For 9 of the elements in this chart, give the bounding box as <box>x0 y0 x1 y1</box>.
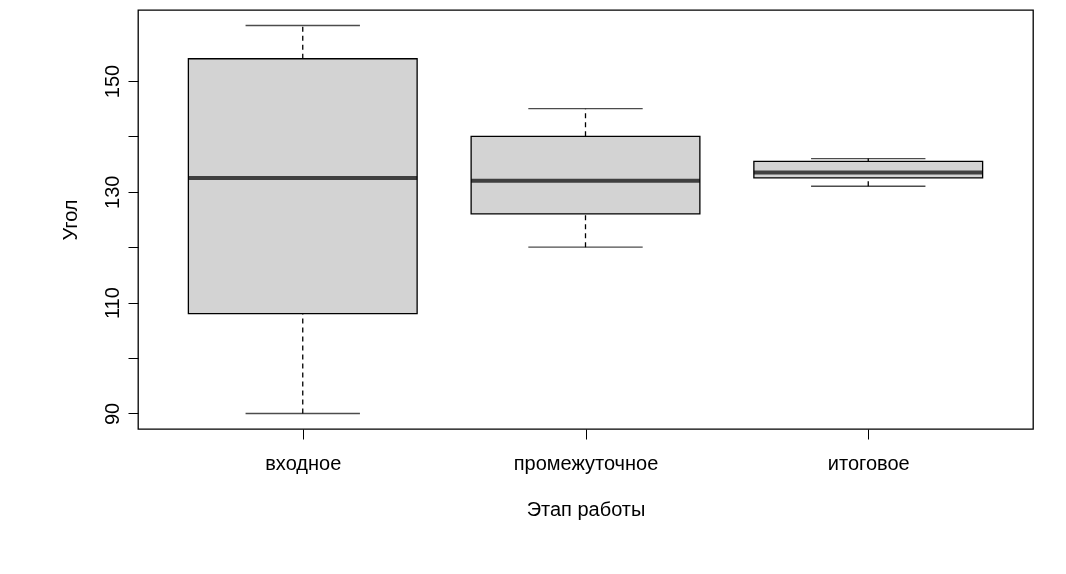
x-tick-label: итоговое <box>827 451 910 474</box>
y-tick-label: 110 <box>100 287 123 320</box>
y-tick-label: 90 <box>100 402 123 426</box>
y-axis-title: Угол <box>58 199 81 241</box>
y-tick-label: 150 <box>100 64 123 99</box>
x-tick-label: входное <box>265 451 342 474</box>
x-axis-title: Этап работы <box>526 497 646 520</box>
y-tick-label: 130 <box>100 175 123 209</box>
x-tick-label: промежуточное <box>513 451 659 474</box>
